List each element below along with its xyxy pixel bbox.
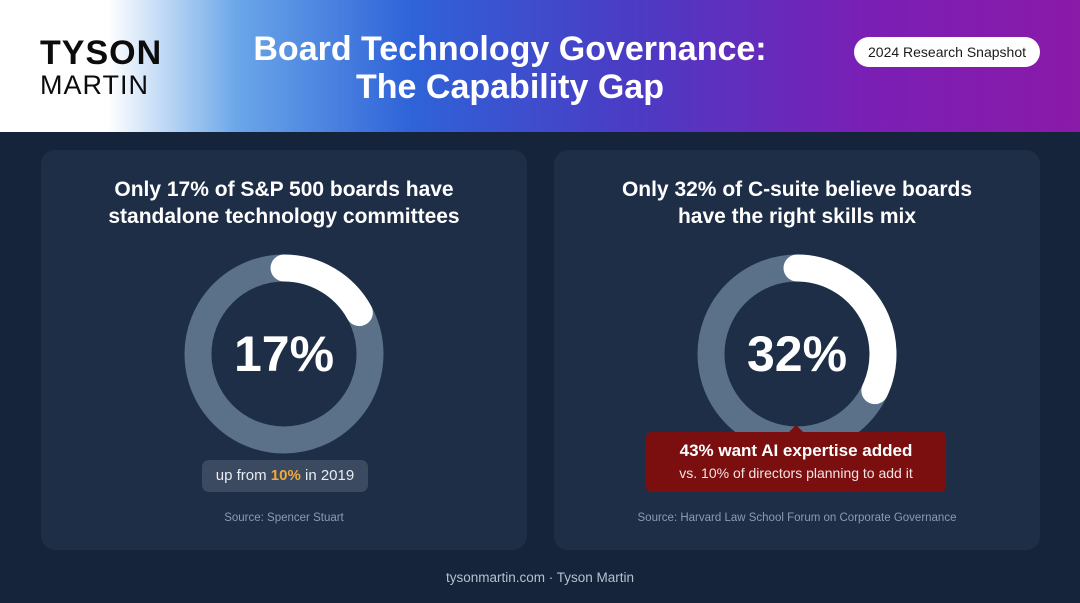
ai-expertise-callout: 43% want AI expertise added vs. 10% of d…	[646, 425, 946, 492]
trend-note-prefix: up from	[215, 467, 271, 484]
card-title-line-1: Only 32% of C-suite believe boards	[621, 178, 973, 201]
card-title-line-2: have the right skills mix	[677, 205, 917, 228]
stat-card-committees: Only 17% of S&P 500 boards have standalo…	[41, 150, 527, 550]
callout-sub-text: vs. 10% of directors planning to add it	[679, 465, 913, 481]
donut-slice-value	[783, 254, 897, 405]
card-title-line-2: standalone technology committees	[108, 205, 460, 228]
source-note: Source: Spencer Stuart	[224, 512, 344, 524]
donut-value-label: 17%	[233, 326, 335, 382]
logo-bottom-text: MARTIN	[40, 70, 150, 100]
page-title: Board Technology Governance: The Capabil…	[240, 30, 780, 106]
brand-logo: TYSON MARTIN	[40, 36, 162, 99]
source-note: Source: Harvard Law School Forum on Corp…	[637, 512, 957, 524]
trend-note-suffix: in 2019	[300, 467, 355, 484]
header-banner: TYSON MARTIN Board Technology Governance…	[0, 0, 1080, 132]
card-title: Only 32% of C-suite believe boards have …	[574, 176, 1020, 230]
snapshot-badge: 2024 Research Snapshot	[854, 37, 1040, 67]
title-line-1: Board Technology Governance:	[253, 30, 767, 68]
donut-value-label: 32%	[746, 326, 848, 382]
trend-note: up from 10% in 2019	[202, 460, 368, 492]
footer-credit: tysonmartin.com · Tyson Martin	[445, 570, 635, 585]
card-title-line-1: Only 17% of S&P 500 boards have	[114, 178, 454, 201]
donut-chart-committees	[184, 254, 384, 454]
stat-card-skills: Only 32% of C-suite believe boards have …	[554, 150, 1040, 550]
trend-note-highlight: 10%	[270, 467, 301, 484]
logo-top-text: TYSON	[40, 34, 163, 72]
donut-slice-value	[270, 254, 373, 327]
title-line-2: The Capability Gap	[356, 68, 664, 106]
callout-main-text: 43% want AI expertise added	[679, 441, 913, 460]
callout-arrow	[789, 425, 803, 432]
card-title: Only 17% of S&P 500 boards have standalo…	[61, 176, 507, 230]
